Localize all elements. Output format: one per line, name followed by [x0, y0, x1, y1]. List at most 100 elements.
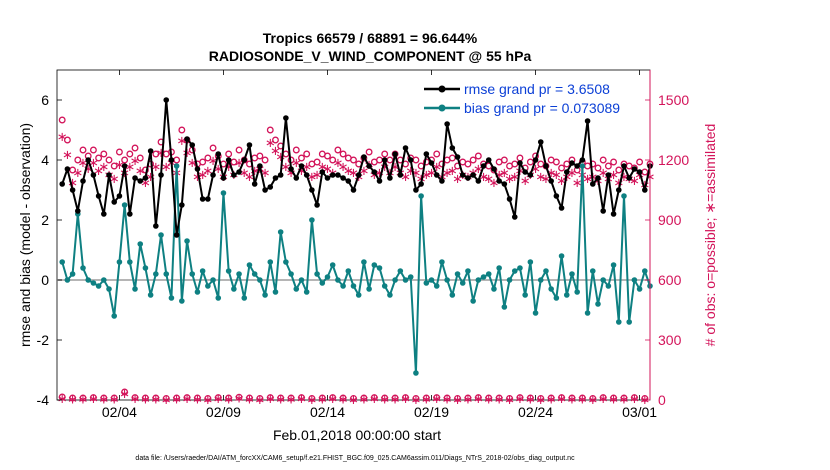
rmse-point	[80, 178, 86, 184]
assimilated-obs-point-low: ∗	[390, 392, 401, 407]
assimilated-obs-point-low: ∗	[442, 392, 453, 407]
bias-point	[340, 283, 346, 289]
x-tick-label: 02/04	[102, 404, 137, 420]
bias-point	[423, 280, 430, 286]
bias-point	[111, 313, 118, 319]
rmse-point	[532, 157, 539, 163]
assimilated-obs-point: ∗	[67, 176, 78, 191]
x-tick-label: 02/14	[310, 404, 345, 420]
assimilated-obs-point: ∗	[244, 170, 255, 185]
bias-point	[454, 271, 461, 277]
possible-obs-point	[100, 150, 108, 158]
assimilated-obs-point: ∗	[483, 172, 494, 187]
legend-bias-marker	[438, 104, 446, 112]
bias-point	[194, 289, 201, 295]
rmse-point	[75, 208, 81, 214]
rmse-point	[163, 97, 170, 103]
possible-obs-point-low	[589, 394, 597, 402]
possible-obs-point	[292, 146, 300, 154]
rmse-point	[470, 172, 476, 178]
left-tick-label: 0	[41, 272, 49, 288]
bias-point	[168, 295, 175, 301]
possible-obs-point-low	[277, 394, 285, 402]
possible-obs-point-low	[360, 394, 368, 402]
assimilated-obs-point: ∗	[619, 170, 630, 185]
possible-obs-point-low	[69, 394, 77, 402]
bias-point	[95, 283, 102, 289]
bias-point	[418, 193, 424, 199]
bias-point	[626, 319, 632, 325]
right-tick-label: 1200	[658, 152, 689, 168]
assimilated-obs-point: ∗	[265, 136, 276, 151]
assimilated-obs-point-low: ∗	[525, 392, 536, 407]
rmse-point	[355, 172, 362, 178]
x-tick-label: 02/24	[518, 404, 553, 420]
possible-obs-point	[552, 158, 560, 166]
assimilated-obs-point-low: ∗	[202, 393, 213, 408]
bias-point	[329, 262, 336, 268]
rmse-point	[101, 211, 107, 217]
assimilated-obs-point-low: ∗	[556, 392, 567, 407]
possible-obs-point	[433, 150, 441, 158]
rmse-point	[589, 181, 596, 187]
rmse-point	[439, 178, 445, 184]
assimilated-obs-point-low: ∗	[171, 392, 182, 407]
possible-obs-point-low	[568, 394, 576, 402]
rmse-point	[137, 178, 144, 184]
bias-point	[527, 259, 534, 265]
bias-point	[298, 277, 305, 283]
possible-obs-point	[438, 160, 446, 168]
rmse-point	[428, 160, 435, 166]
possible-obs-point	[604, 162, 612, 170]
rmse-point	[605, 172, 612, 178]
left-axis-ticks: -4 -2 0 2 4 6	[37, 92, 62, 408]
rmse-point	[340, 175, 346, 181]
possible-obs-point-low	[225, 394, 233, 402]
rmse-point	[626, 175, 632, 181]
bias-point	[121, 202, 128, 208]
assimilated-obs-point: ∗	[582, 172, 593, 187]
rmse-point	[579, 157, 586, 163]
bias-point	[153, 271, 159, 277]
bias-point	[142, 265, 149, 271]
possible-obs-point	[303, 150, 311, 158]
rmse-point	[584, 118, 591, 124]
possible-obs-point	[199, 158, 207, 166]
rmse-point	[413, 187, 419, 193]
possible-obs-point	[636, 158, 644, 166]
assimilated-obs-point: ∗	[322, 162, 333, 177]
assimilated-obs-point: ∗	[374, 166, 385, 181]
possible-obs-point-low	[516, 394, 524, 402]
bias-point	[355, 292, 362, 298]
left-tick-label: -4	[37, 392, 50, 408]
possible-obs-point	[469, 156, 477, 164]
possible-obs-point	[105, 156, 113, 164]
assimilated-obs-point-low: ∗	[369, 392, 380, 407]
assimilated-obs-point-low: ∗	[192, 392, 203, 407]
rmse-point	[225, 157, 232, 163]
rmse-point	[621, 163, 627, 169]
left-tick-label: -2	[37, 332, 50, 348]
assimilated-obs-point: ∗	[93, 164, 104, 179]
bias-point	[210, 277, 216, 283]
rmse-point	[314, 202, 320, 208]
assimilated-obs-point-low: ∗	[483, 392, 494, 407]
assimilated-obs-point: ∗	[306, 170, 317, 185]
assimilated-obs-point: ∗	[488, 176, 499, 191]
rmse-point	[241, 157, 248, 163]
bias-point	[532, 310, 539, 316]
assimilated-obs-point-low: ∗	[567, 392, 578, 407]
bias-point	[246, 262, 253, 268]
plot-area	[56, 69, 651, 401]
bias-point	[262, 292, 268, 298]
assimilated-obs-point: ∗	[150, 160, 161, 175]
assimilated-obs-point: ∗	[452, 172, 463, 187]
possible-obs-point-low	[422, 394, 430, 402]
assimilated-obs-point: ∗	[442, 166, 453, 181]
rmse-point	[168, 157, 175, 163]
possible-obs-point	[126, 150, 134, 158]
bias-point	[163, 271, 170, 277]
possible-obs-point-low	[121, 388, 129, 396]
assimilated-obs-point: ∗	[275, 150, 286, 165]
assimilated-obs-point-low: ∗	[234, 392, 245, 407]
